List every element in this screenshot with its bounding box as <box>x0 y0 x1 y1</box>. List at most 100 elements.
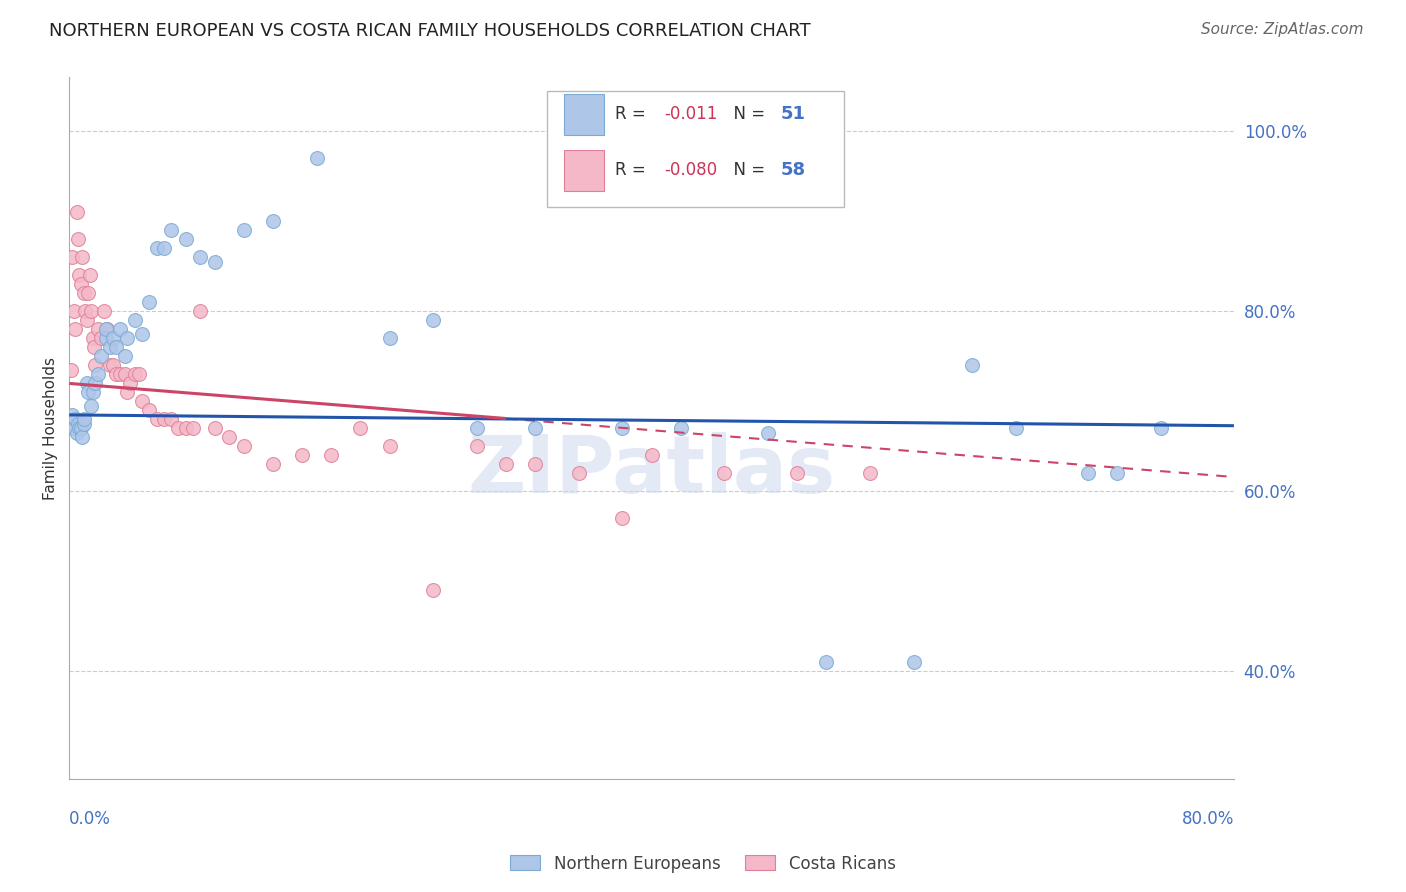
FancyBboxPatch shape <box>547 92 844 207</box>
Text: 58: 58 <box>780 161 806 179</box>
Text: N =: N = <box>723 105 770 123</box>
Point <box>640 449 662 463</box>
Point <box>83 340 105 354</box>
Point <box>167 421 190 435</box>
FancyBboxPatch shape <box>564 94 603 135</box>
Point <box>117 385 139 400</box>
Point <box>117 331 139 345</box>
Point <box>66 232 89 246</box>
Point <box>104 340 127 354</box>
Point <box>73 412 96 426</box>
Point <box>120 376 142 391</box>
Point <box>305 152 328 166</box>
Point <box>232 223 254 237</box>
Point <box>465 439 488 453</box>
Point <box>524 421 547 435</box>
Point <box>60 251 83 265</box>
Point <box>128 368 150 382</box>
Point <box>349 421 371 435</box>
Point <box>73 417 96 431</box>
Point <box>1077 467 1099 481</box>
Point <box>465 421 488 435</box>
Point <box>77 286 100 301</box>
Text: -0.080: -0.080 <box>665 161 717 179</box>
FancyBboxPatch shape <box>564 150 603 191</box>
Point <box>859 467 882 481</box>
Text: N =: N = <box>723 161 770 179</box>
Point <box>174 232 197 246</box>
Point <box>188 304 211 318</box>
Point <box>80 304 103 318</box>
Point <box>612 511 634 525</box>
Point <box>378 439 401 453</box>
Point <box>232 439 254 453</box>
Point <box>1107 467 1129 481</box>
Point <box>94 322 117 336</box>
Point <box>1150 421 1173 435</box>
Point <box>131 394 153 409</box>
Point <box>524 458 547 472</box>
Point <box>87 368 110 382</box>
Text: 0.0%: 0.0% <box>69 810 111 828</box>
Point <box>79 268 101 283</box>
Point <box>114 350 136 364</box>
Point <box>82 331 104 345</box>
Point <box>93 304 115 318</box>
Point <box>104 368 127 382</box>
Point <box>65 205 87 219</box>
Point <box>60 408 83 422</box>
Point <box>145 242 167 256</box>
Point <box>70 421 93 435</box>
Text: -0.011: -0.011 <box>665 105 717 123</box>
Point <box>181 421 204 435</box>
Point <box>108 322 131 336</box>
Point <box>713 467 735 481</box>
Point <box>101 359 124 373</box>
Point <box>59 363 82 377</box>
Point <box>101 331 124 345</box>
Text: R =: R = <box>616 105 651 123</box>
Point <box>204 421 226 435</box>
Point <box>160 223 183 237</box>
Point <box>98 340 121 354</box>
Point <box>124 313 146 327</box>
Point <box>378 331 401 345</box>
Point <box>90 331 112 345</box>
Point <box>422 583 444 598</box>
Point <box>262 458 284 472</box>
Point <box>903 656 925 670</box>
Point <box>138 403 160 417</box>
Point <box>495 458 517 472</box>
Point <box>422 313 444 327</box>
Point <box>1004 421 1026 435</box>
Point <box>62 304 84 318</box>
Point <box>70 277 93 292</box>
Point <box>65 425 87 440</box>
Point <box>756 425 779 440</box>
Point <box>73 286 96 301</box>
Point <box>114 368 136 382</box>
Point <box>124 368 146 382</box>
Point <box>77 385 100 400</box>
Point <box>67 268 90 283</box>
Text: 80.0%: 80.0% <box>1181 810 1234 828</box>
Point <box>87 322 110 336</box>
Point <box>145 412 167 426</box>
Point <box>98 359 121 373</box>
Point <box>960 359 983 373</box>
Point <box>82 385 104 400</box>
Y-axis label: Family Households: Family Households <box>44 357 58 500</box>
Point <box>90 350 112 364</box>
Text: NORTHERN EUROPEAN VS COSTA RICAN FAMILY HOUSEHOLDS CORRELATION CHART: NORTHERN EUROPEAN VS COSTA RICAN FAMILY … <box>49 22 811 40</box>
Point <box>160 412 183 426</box>
Point <box>84 376 107 391</box>
Text: Source: ZipAtlas.com: Source: ZipAtlas.com <box>1201 22 1364 37</box>
Legend: Northern Europeans, Costa Ricans: Northern Europeans, Costa Ricans <box>503 848 903 880</box>
Point <box>80 399 103 413</box>
Point <box>612 421 634 435</box>
Point <box>321 449 343 463</box>
Point <box>669 421 692 435</box>
Point <box>174 421 197 435</box>
Text: 51: 51 <box>780 105 806 123</box>
Point <box>568 467 591 481</box>
